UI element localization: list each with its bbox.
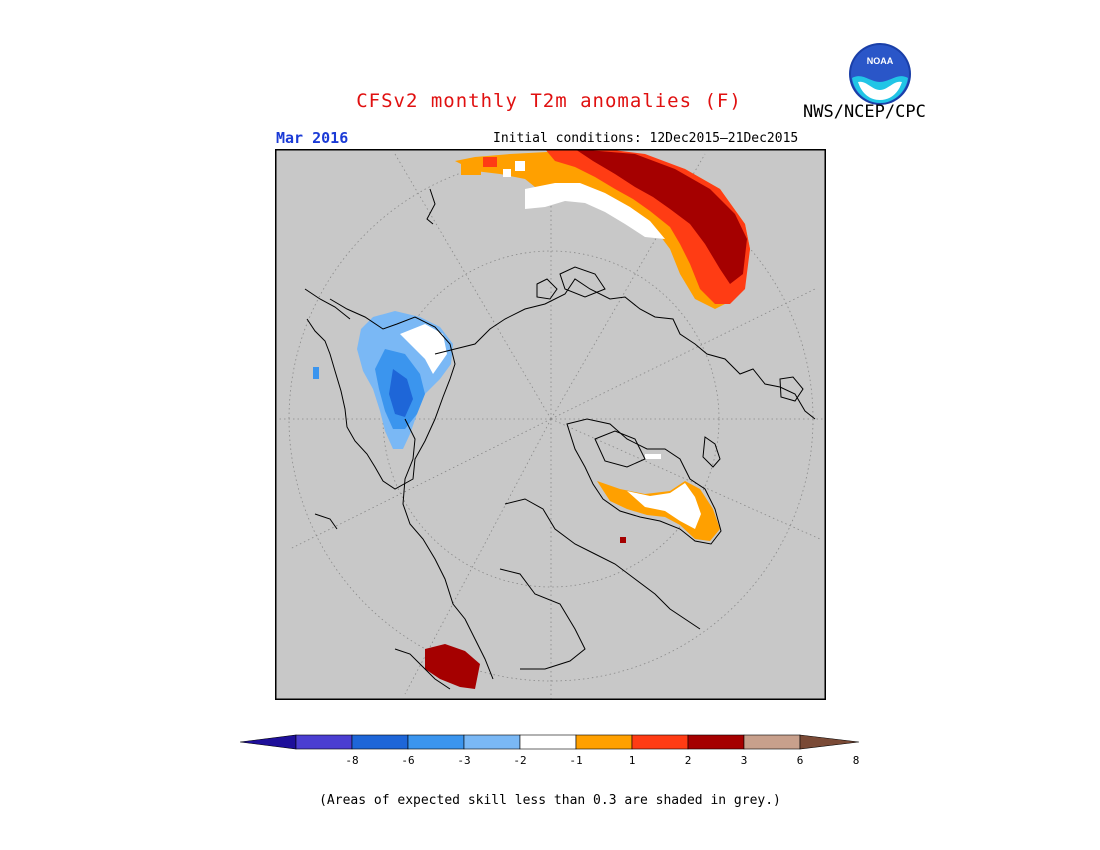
colorbar-tick-label: -6	[401, 754, 414, 767]
initial-conditions: Initial conditions: 12Dec2015–21Dec2015	[493, 131, 799, 146]
map-frame	[275, 149, 826, 700]
polar-map	[275, 149, 826, 700]
warm-anomaly-eurasia	[455, 149, 750, 309]
colorbar-cell	[407, 734, 465, 750]
colorbar-tick-labels: -8 -6 -3 -2 -1 1 2 3 6 8	[345, 754, 859, 767]
colorbar-cell	[351, 734, 409, 750]
colorbar-cell	[295, 734, 353, 750]
skill-note: (Areas of expected skill less than 0.3 a…	[319, 793, 781, 808]
agency-label: NWS/NCEP/CPC	[803, 102, 926, 122]
chart-title: CFSv2 monthly T2m anomalies (F)	[356, 90, 742, 112]
colorbar-tick-label: -3	[457, 754, 470, 767]
cool-anomaly-left	[313, 311, 453, 449]
colorbar-cell	[519, 734, 577, 750]
forecast-period: Mar 2016	[276, 129, 349, 147]
svg-text:NOAA: NOAA	[867, 56, 894, 66]
colorbar-tick-label: -8	[345, 754, 358, 767]
colorbar-cell	[631, 734, 689, 750]
colorbar-tick-label: -2	[513, 754, 526, 767]
colorbar-cell	[799, 734, 860, 750]
colorbar-cell	[240, 734, 297, 750]
colorbar-cell	[575, 734, 633, 750]
colorbar-tick-label: 8	[853, 754, 860, 767]
colorbar-tick-label: -1	[569, 754, 582, 767]
coastlines	[304, 188, 816, 690]
warm-anomaly-bottom	[425, 644, 480, 689]
noaa-logo: NOAA	[849, 43, 911, 105]
colorbar-cell	[687, 734, 745, 750]
colorbar-tick-label: 1	[629, 754, 636, 767]
colorbar-tick-label: 3	[741, 754, 748, 767]
colorbar-cells	[240, 734, 860, 750]
colorbar: -8 -6 -3 -2 -1 1 2 3 6 8	[240, 734, 860, 767]
colorbar-tick-label: 2	[685, 754, 692, 767]
colorbar-cell	[743, 734, 801, 750]
colorbar-cell	[463, 734, 521, 750]
colorbar-tick-label: 6	[797, 754, 804, 767]
warm-anomaly-americas	[597, 454, 720, 543]
